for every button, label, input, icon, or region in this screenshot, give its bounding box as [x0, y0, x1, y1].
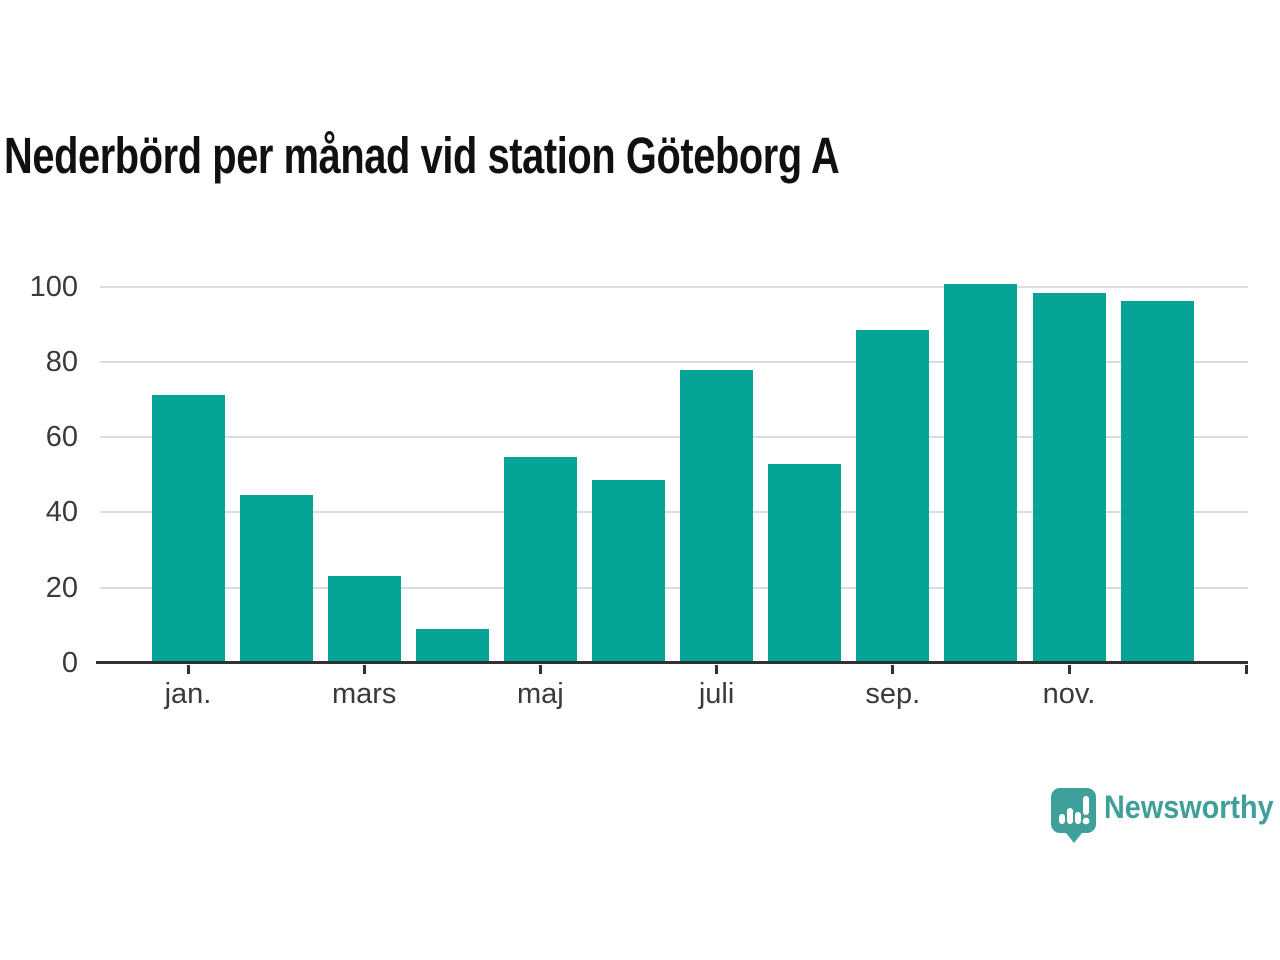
- y-axis-label-20: 20: [45, 571, 78, 604]
- x-tick-nov.: [1067, 665, 1071, 674]
- bar-jan.: [151, 395, 225, 663]
- bar-okt.: [944, 284, 1018, 663]
- x-axis-label-nov.: nov.: [1042, 678, 1096, 710]
- gridline-y-20: [100, 586, 1248, 589]
- gridline-y-80: [100, 360, 1248, 363]
- x-tick-juli: [715, 665, 719, 674]
- bar-juli: [680, 370, 754, 663]
- bar-maj: [503, 456, 577, 663]
- newsworthy-logo-icon: [1050, 787, 1098, 850]
- newsworthy-branding: Newsworthy: [1050, 785, 1280, 847]
- x-axis-label-jan.: jan.: [164, 678, 212, 710]
- x-axis-line: [96, 661, 1248, 664]
- bar-mars: [327, 576, 401, 663]
- bar-aug.: [768, 463, 842, 663]
- bar-sep.: [856, 329, 930, 663]
- x-tick-jan.: [186, 665, 190, 674]
- x-axis-label-sep.: sep.: [865, 678, 921, 710]
- y-axis-label-60: 60: [45, 421, 78, 454]
- bar-juni: [592, 480, 665, 663]
- bar-dec.: [1120, 300, 1194, 663]
- gridline-y-60: [100, 436, 1248, 439]
- x-axis-label-maj: maj: [517, 678, 564, 710]
- page-title: Nederbörd per månad vid station Göteborg…: [4, 127, 840, 184]
- x-axis-end-tick: [1245, 665, 1248, 674]
- newsworthy-wordmark: Newsworthy: [1104, 789, 1274, 825]
- x-axis-label-mars: mars: [331, 678, 397, 710]
- y-axis-label-100: 100: [29, 270, 78, 303]
- bar-nov.: [1032, 293, 1106, 663]
- gridline-y-100: [100, 285, 1248, 288]
- y-axis-label-80: 80: [45, 345, 78, 378]
- x-tick-maj: [538, 665, 542, 674]
- x-tick-sep.: [891, 665, 895, 674]
- y-axis-label-0: 0: [61, 647, 78, 679]
- bar-apr.: [415, 629, 489, 663]
- x-axis-label-juli: juli: [698, 678, 735, 710]
- bar-chart-plot-area: jan. mars maj juli sep. nov. 0 20 40 60 80 100: [30, 240, 1248, 710]
- y-axis-label-40: 40: [45, 496, 78, 529]
- x-tick-mars: [362, 665, 366, 674]
- gridline-y-40: [100, 511, 1248, 514]
- bar-feb.: [239, 495, 313, 663]
